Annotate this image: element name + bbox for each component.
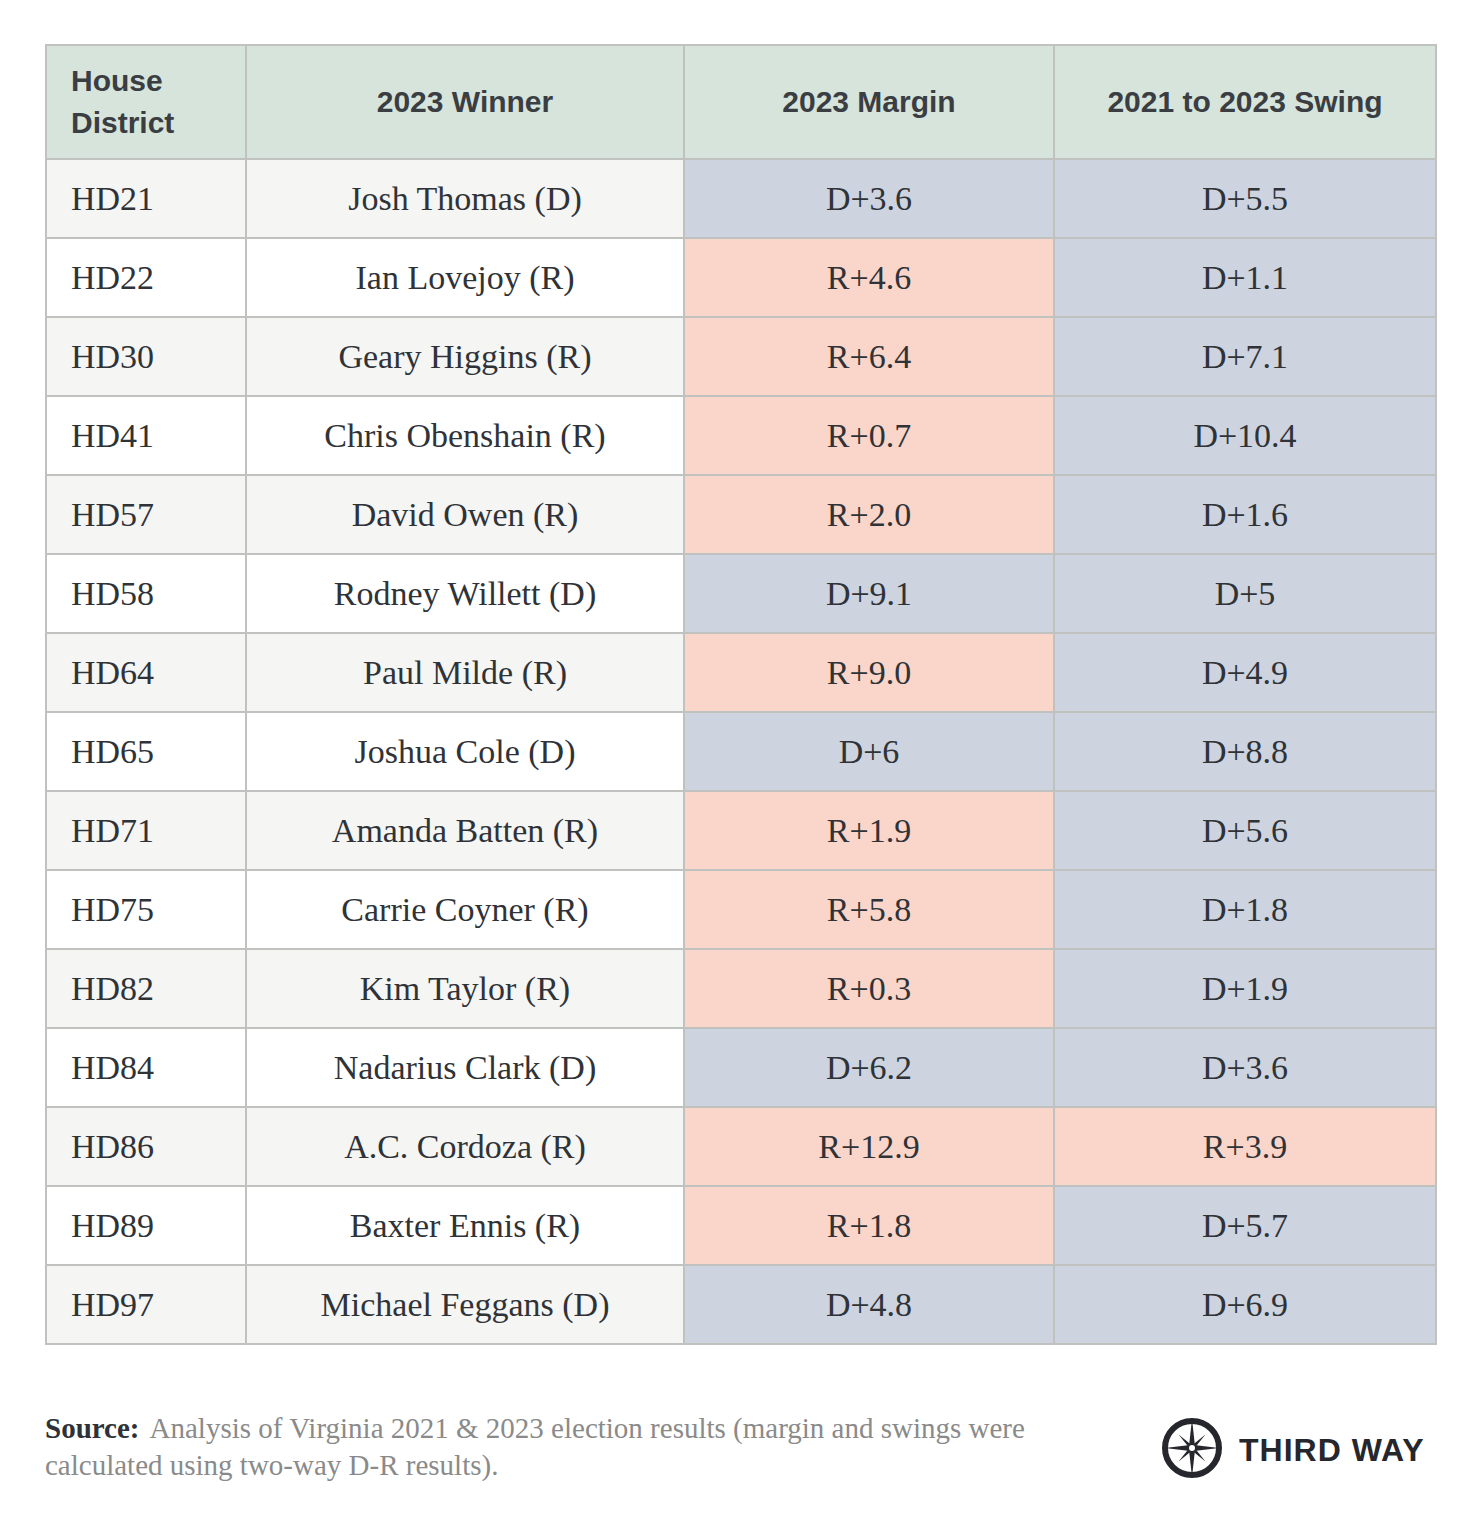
swing-cell: D+8.8 (1054, 712, 1436, 791)
margin-cell: D+6 (684, 712, 1054, 791)
margin-cell: D+4.8 (684, 1265, 1054, 1344)
swing-cell: D+5.7 (1054, 1186, 1436, 1265)
table-row: HD58Rodney Willett (D)D+9.1D+5 (46, 554, 1436, 633)
district-cell: HD71 (46, 791, 246, 870)
district-cell: HD65 (46, 712, 246, 791)
margin-cell: R+4.6 (684, 238, 1054, 317)
winner-cell: Baxter Ennis (R) (246, 1186, 684, 1265)
margin-cell: R+1.9 (684, 791, 1054, 870)
swing-cell: D+1.6 (1054, 475, 1436, 554)
col-header-2023-margin: 2023 Margin (684, 45, 1054, 159)
district-cell: HD86 (46, 1107, 246, 1186)
margin-cell: D+6.2 (684, 1028, 1054, 1107)
table-row: HD89Baxter Ennis (R)R+1.8D+5.7 (46, 1186, 1436, 1265)
winner-cell: Nadarius Clark (D) (246, 1028, 684, 1107)
table-row: HD65Joshua Cole (D)D+6D+8.8 (46, 712, 1436, 791)
district-cell: HD84 (46, 1028, 246, 1107)
district-cell: HD58 (46, 554, 246, 633)
table-row: HD75Carrie Coyner (R)R+5.8D+1.8 (46, 870, 1436, 949)
winner-cell: Ian Lovejoy (R) (246, 238, 684, 317)
winner-cell: David Owen (R) (246, 475, 684, 554)
winner-cell: Carrie Coyner (R) (246, 870, 684, 949)
winner-cell: A.C. Cordoza (R) (246, 1107, 684, 1186)
swing-cell: D+5 (1054, 554, 1436, 633)
table-row: HD86A.C. Cordoza (R)R+12.9R+3.9 (46, 1107, 1436, 1186)
swing-cell: D+1.8 (1054, 870, 1436, 949)
swing-cell: D+1.9 (1054, 949, 1436, 1028)
page: House District 2023 Winner 2023 Margin 2… (0, 0, 1480, 1524)
election-results-table: House District 2023 Winner 2023 Margin 2… (45, 44, 1437, 1345)
district-cell: HD22 (46, 238, 246, 317)
district-cell: HD89 (46, 1186, 246, 1265)
table-row: HD64Paul Milde (R)R+9.0D+4.9 (46, 633, 1436, 712)
margin-cell: R+0.3 (684, 949, 1054, 1028)
table-row: HD30Geary Higgins (R)R+6.4D+7.1 (46, 317, 1436, 396)
header-row: House District 2023 Winner 2023 Margin 2… (46, 45, 1436, 159)
table-row: HD97Michael Feggans (D)D+4.8D+6.9 (46, 1265, 1436, 1344)
swing-cell: D+5.6 (1054, 791, 1436, 870)
district-cell: HD57 (46, 475, 246, 554)
table-row: HD82Kim Taylor (R)R+0.3D+1.9 (46, 949, 1436, 1028)
winner-cell: Paul Milde (R) (246, 633, 684, 712)
district-cell: HD82 (46, 949, 246, 1028)
district-cell: HD64 (46, 633, 246, 712)
col-header-2023-winner: 2023 Winner (246, 45, 684, 159)
winner-cell: Geary Higgins (R) (246, 317, 684, 396)
source-label: Source: (45, 1412, 140, 1444)
third-way-brand: THIRD WAY (1160, 1416, 1425, 1484)
winner-cell: Michael Feggans (D) (246, 1265, 684, 1344)
winner-cell: Chris Obenshain (R) (246, 396, 684, 475)
margin-cell: R+12.9 (684, 1107, 1054, 1186)
table-row: HD57David Owen (R)R+2.0D+1.6 (46, 475, 1436, 554)
table-row: HD21Josh Thomas (D)D+3.6D+5.5 (46, 159, 1436, 238)
source-text: Analysis of Virginia 2021 & 2023 electio… (45, 1412, 1025, 1481)
district-cell: HD97 (46, 1265, 246, 1344)
swing-cell: D+3.6 (1054, 1028, 1436, 1107)
swing-cell: D+4.9 (1054, 633, 1436, 712)
swing-cell: D+10.4 (1054, 396, 1436, 475)
margin-cell: R+1.8 (684, 1186, 1054, 1265)
district-cell: HD75 (46, 870, 246, 949)
swing-cell: D+7.1 (1054, 317, 1436, 396)
margin-cell: D+9.1 (684, 554, 1054, 633)
winner-cell: Rodney Willett (D) (246, 554, 684, 633)
col-header-house-district: House District (46, 45, 246, 159)
margin-cell: R+9.0 (684, 633, 1054, 712)
margin-cell: R+2.0 (684, 475, 1054, 554)
winner-cell: Joshua Cole (D) (246, 712, 684, 791)
table-body: HD21Josh Thomas (D)D+3.6D+5.5HD22Ian Lov… (46, 159, 1436, 1344)
table-row: HD41Chris Obenshain (R)R+0.7D+10.4 (46, 396, 1436, 475)
source-note: Source:Analysis of Virginia 2021 & 2023 … (45, 1410, 1130, 1484)
table-header: House District 2023 Winner 2023 Margin 2… (46, 45, 1436, 159)
margin-cell: R+5.8 (684, 870, 1054, 949)
third-way-compass-icon (1160, 1416, 1224, 1484)
winner-cell: Josh Thomas (D) (246, 159, 684, 238)
margin-cell: R+0.7 (684, 396, 1054, 475)
table-row: HD71Amanda Batten (R)R+1.9D+5.6 (46, 791, 1436, 870)
district-cell: HD30 (46, 317, 246, 396)
swing-cell: D+6.9 (1054, 1265, 1436, 1344)
swing-cell: R+3.9 (1054, 1107, 1436, 1186)
margin-cell: D+3.6 (684, 159, 1054, 238)
district-cell: HD41 (46, 396, 246, 475)
col-header-2021-2023-swing: 2021 to 2023 Swing (1054, 45, 1436, 159)
winner-cell: Kim Taylor (R) (246, 949, 684, 1028)
district-cell: HD21 (46, 159, 246, 238)
swing-cell: D+5.5 (1054, 159, 1436, 238)
winner-cell: Amanda Batten (R) (246, 791, 684, 870)
table-row: HD84Nadarius Clark (D)D+6.2D+3.6 (46, 1028, 1436, 1107)
swing-cell: D+1.1 (1054, 238, 1436, 317)
table-row: HD22Ian Lovejoy (R)R+4.6D+1.1 (46, 238, 1436, 317)
margin-cell: R+6.4 (684, 317, 1054, 396)
third-way-wordmark: THIRD WAY (1239, 1432, 1425, 1469)
